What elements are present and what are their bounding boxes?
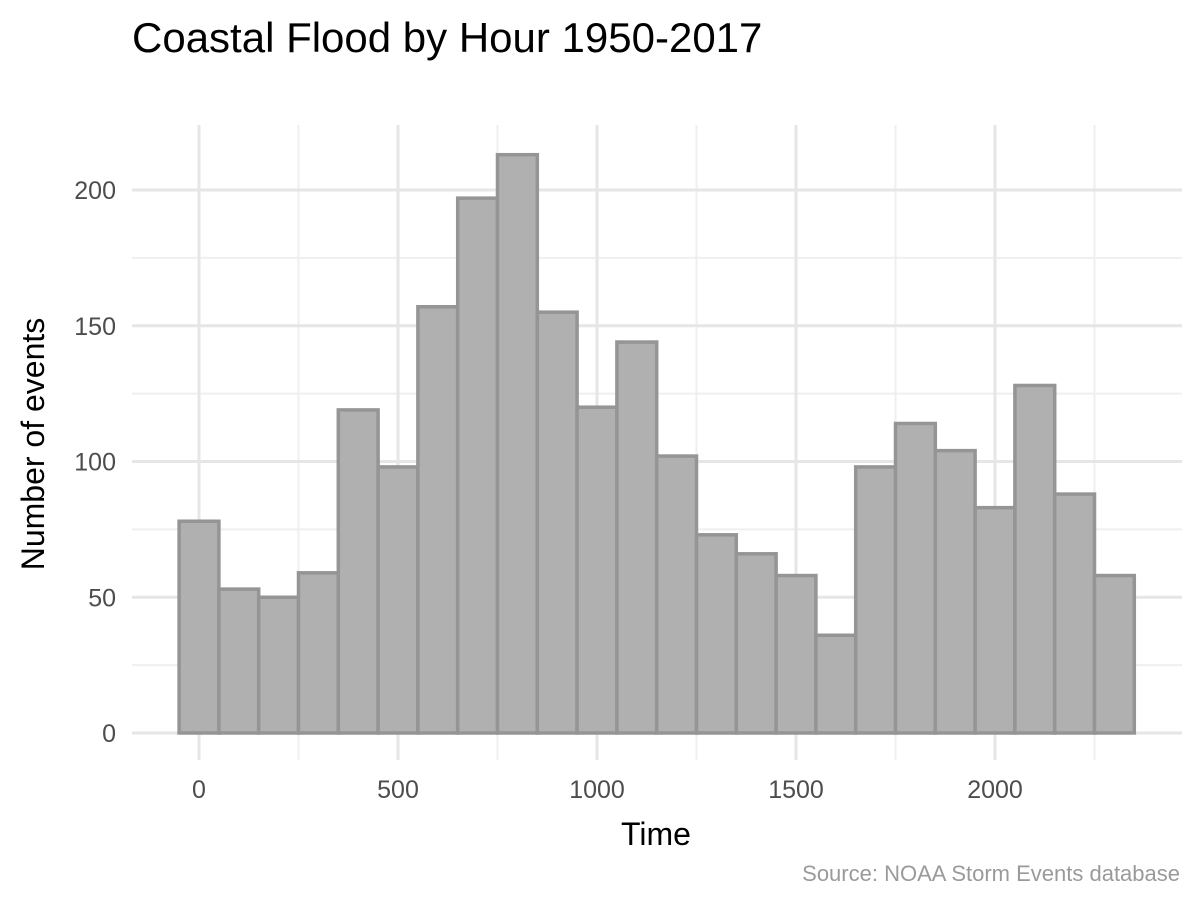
source-caption: Source: NOAA Storm Events database [802,861,1180,886]
histogram-bar [694,533,739,735]
histogram-bar [1092,573,1137,735]
histogram-bar [1013,383,1057,735]
histogram-bar [495,152,540,735]
y-axis-ticks: 0 50 100 150 200 [74,177,116,748]
x-axis-title: Time [621,816,691,852]
x-tick-label: 0 [192,776,206,804]
histogram-bar [256,595,301,735]
histogram-bar [615,340,659,735]
histogram-bar [774,573,818,735]
y-tick-label: 100 [74,449,116,477]
histogram-bar [734,552,778,735]
histogram-bar [933,448,977,735]
chart-title: Coastal Flood by Hour 1950-2017 [132,14,762,61]
histogram-bar [535,310,579,735]
histogram-bar [336,408,380,735]
histogram-bar [416,304,460,735]
histogram-bar [376,465,420,735]
histogram-bar [973,505,1017,735]
y-tick-label: 0 [102,720,116,748]
histogram-bar [1052,492,1097,735]
histogram-bar [575,405,619,735]
histogram-bar [177,519,221,735]
x-tick-label: 1500 [768,776,824,804]
y-tick-label: 50 [88,584,116,612]
histogram-bar [296,571,341,735]
histogram-bar [654,454,699,735]
histogram-bar [893,421,938,735]
histogram-bar [455,196,500,735]
y-axis-title: Number of events [15,318,51,571]
y-tick-label: 200 [74,177,116,205]
histogram-bar [217,587,261,735]
bars [177,152,1137,735]
x-axis-ticks: 0 500 1000 1500 2000 [192,776,1023,804]
histogram-bar [853,465,898,735]
x-tick-label: 500 [377,776,419,804]
histogram-bar [814,633,858,735]
x-tick-label: 2000 [967,776,1023,804]
y-tick-label: 150 [74,313,116,341]
x-tick-label: 1000 [569,776,625,804]
